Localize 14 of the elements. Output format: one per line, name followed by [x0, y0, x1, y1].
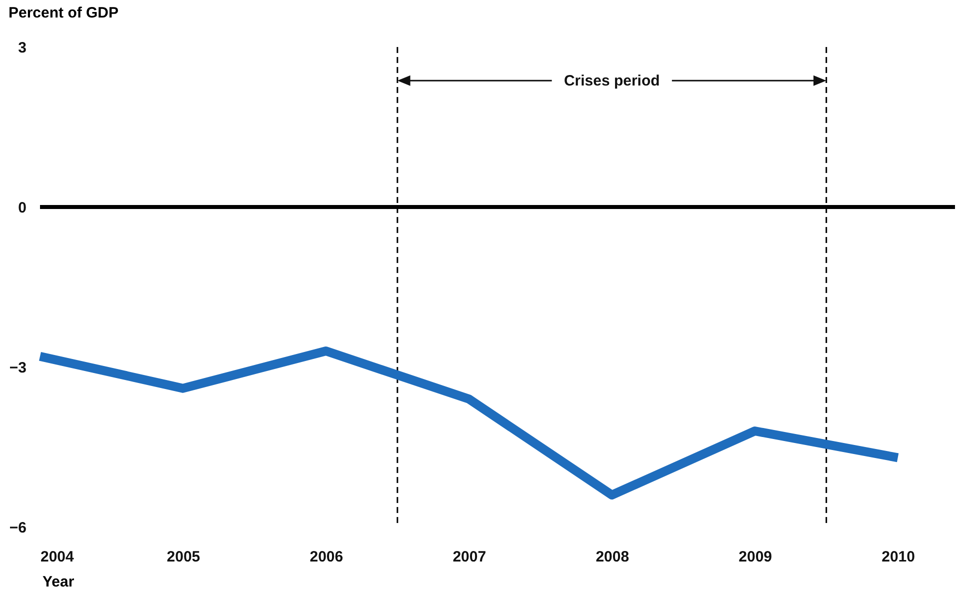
x-tick-label: 2008 [596, 548, 630, 566]
x-axis-title: Year [42, 574, 74, 590]
y-tick-label: −6 [9, 520, 26, 536]
x-tick-label: 2006 [310, 548, 344, 566]
x-tick-label: 2004 [40, 548, 75, 566]
y-tick-label: 0 [18, 200, 26, 216]
annotation: Crises period [564, 72, 660, 90]
x-tick-label: 2007 [452, 548, 486, 566]
x-tick-label: 2009 [738, 548, 772, 566]
x-tick-label: 2005 [166, 548, 200, 566]
y-axis-title: Percent of GDP [8, 4, 119, 22]
y-tick-label: −3 [9, 360, 26, 376]
x-tick-label: 2010 [882, 548, 915, 566]
y-tick-label: 3 [18, 40, 26, 56]
